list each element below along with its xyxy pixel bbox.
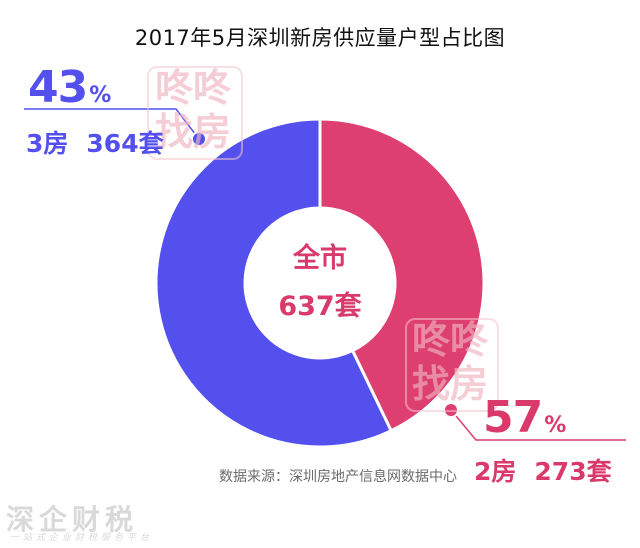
brand-tagline: 一站式企业财税服务平台 [10,533,154,543]
watermark-box-bottom [405,318,499,412]
watermark-bottom: 咚咚 找房 [404,318,496,406]
slice-2-rooms [318,117,486,433]
center-label-city: 全市 [293,243,347,274]
watermark-bottom-line2: 找房 [411,362,488,406]
watermark-bottom-line1: 咚咚 [411,318,488,362]
watermark-top-line1: 咚咚 [154,66,231,110]
watermark-box-top [147,66,243,160]
data-source: 数据来源：深圳房地产信息网数据中心 [219,469,457,485]
count-2-rooms: 273套 [534,457,612,486]
callout-line-3-rooms [24,108,200,140]
watermark-top: 咚咚 找房 [147,66,239,154]
brand-logo: 深企财税 [6,503,139,536]
percent-2-rooms: 57 [483,392,543,443]
callout-2-rooms-percent: 57% [483,392,566,443]
slice-3-rooms [154,117,394,449]
callout-3-rooms-detail: 3房 364套 [26,124,164,160]
center-label-total: 637套 [278,291,362,322]
watermark-top-line2: 找房 [154,110,231,154]
percent-3-rooms: 43 [28,62,88,113]
callout-dot-3-rooms [191,131,207,147]
callout-line-2-rooms [450,409,626,441]
chart-title: 2017年5月深圳新房供应量户型占比图 [134,26,506,50]
percent-symbol-2-rooms: % [544,413,567,438]
label-2-rooms: 2房 [474,457,517,486]
label-3-rooms: 3房 [26,129,69,158]
percent-symbol-3-rooms: % [89,83,112,108]
callout-2-rooms-detail: 2房 273套 [474,452,612,488]
count-3-rooms: 364套 [86,129,164,158]
callout-3-rooms-percent: 43% [28,62,111,113]
